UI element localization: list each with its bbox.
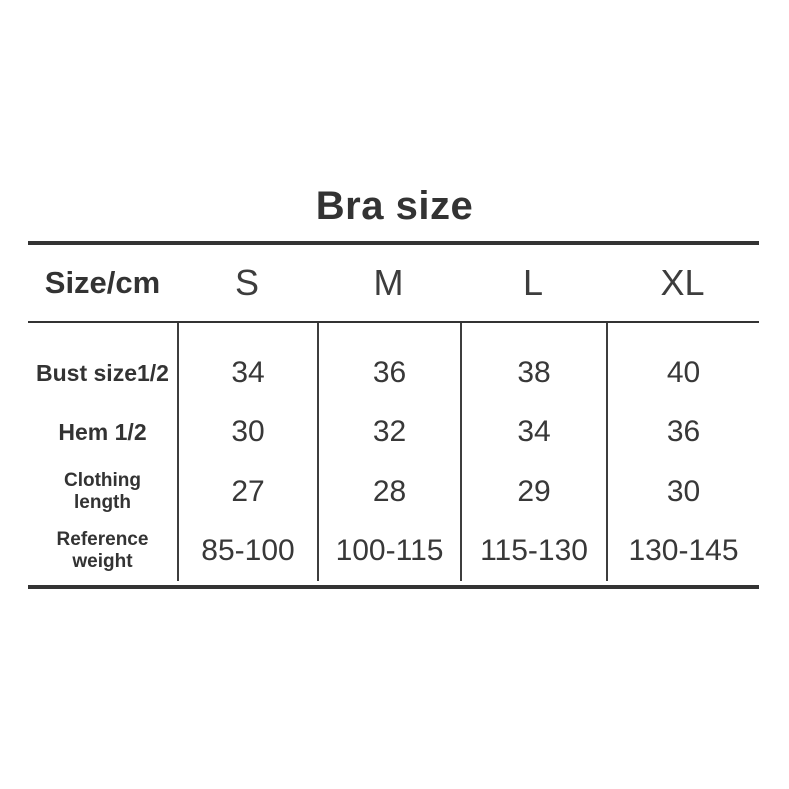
column-row-labels: Bust size1/2 Hem 1/2 Clothing length Ref… <box>28 323 177 581</box>
table-cell: 38 <box>517 355 551 389</box>
table-cell: 85-100 <box>201 534 295 568</box>
column-size-m: 36 32 28 100-115 <box>317 323 460 581</box>
table-cell: 36 <box>666 415 701 449</box>
table-cell: 34 <box>517 415 551 449</box>
row-label-hem: Hem 1/2 <box>58 419 147 446</box>
table-cell: 34 <box>231 355 265 389</box>
page-title: Bra size <box>315 184 474 228</box>
header-size-s: S <box>234 262 259 303</box>
table-cell: 36 <box>372 355 407 389</box>
table-cell: 28 <box>372 474 407 508</box>
header-size-m: M <box>373 262 404 303</box>
table-cell: 115-130 <box>480 534 588 568</box>
header-size-l: L <box>522 262 544 303</box>
size-table: Size/cm S M L XL Bust size1/2 Hem 1/2 Cl… <box>28 241 759 589</box>
header-size-xl: XL <box>660 262 705 303</box>
header-size-cm: Size/cm <box>44 265 161 300</box>
table-cell: 27 <box>231 474 265 508</box>
row-label-bust: Bust size1/2 <box>36 359 169 386</box>
table-body: Bust size1/2 Hem 1/2 Clothing length Ref… <box>28 323 759 585</box>
table-cell: 130-145 <box>628 534 739 568</box>
table-cell: 32 <box>372 415 407 449</box>
column-size-l: 38 34 29 115-130 <box>460 323 606 581</box>
column-size-xl: 40 36 30 130-145 <box>606 323 759 581</box>
table-cell: 29 <box>517 474 551 508</box>
table-cell: 40 <box>666 355 701 389</box>
row-label-length: Clothing length <box>63 469 142 513</box>
column-size-s: 34 30 27 85-100 <box>177 323 317 581</box>
table-cell: 30 <box>666 474 701 508</box>
table-header-row: Size/cm S M L XL <box>28 245 759 323</box>
table-cell: 30 <box>231 415 265 449</box>
table-cell: 100-115 <box>335 534 444 568</box>
row-label-weight: Reference weight <box>56 529 149 573</box>
